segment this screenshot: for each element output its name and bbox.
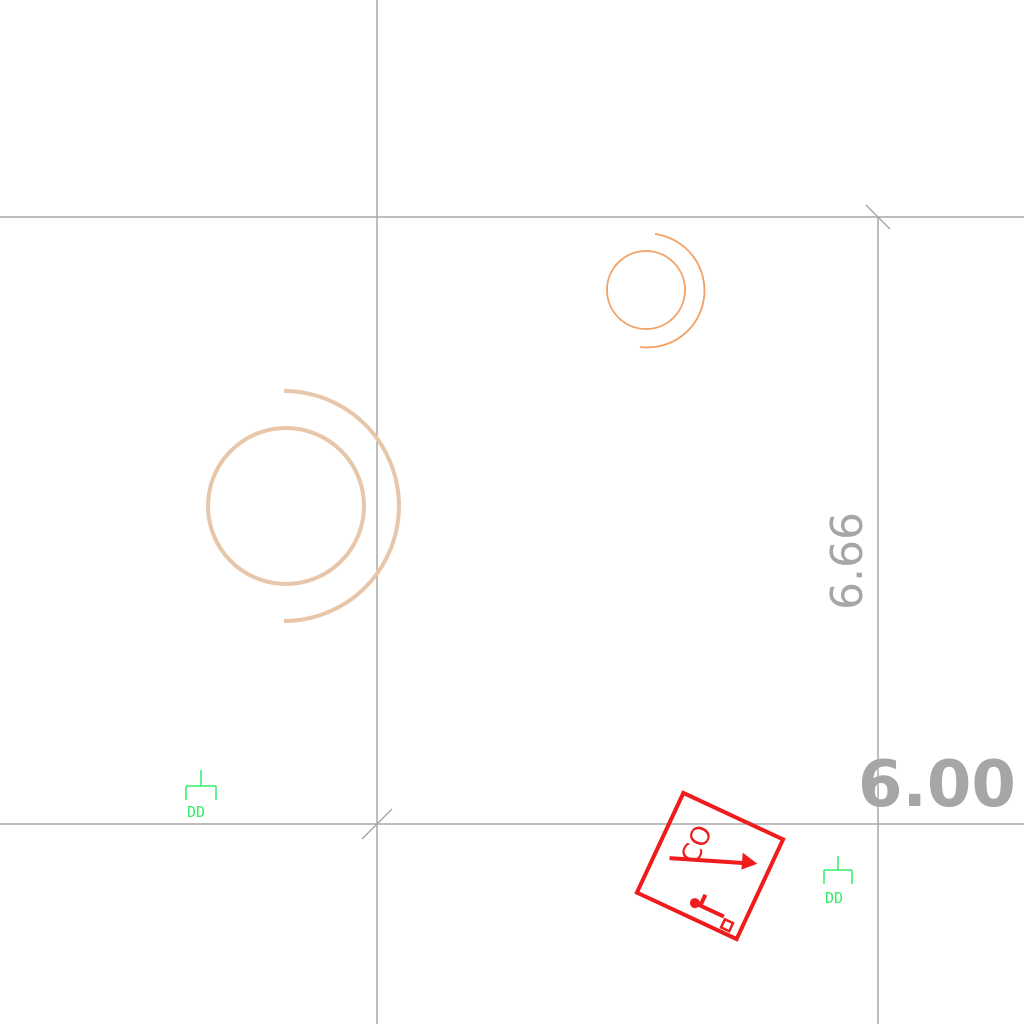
co-symbol-arrow [669, 856, 747, 866]
dimension-tick-top [865, 204, 891, 230]
fixture-small-circle [606, 250, 686, 330]
fixture-small-arc [639, 233, 706, 349]
fixture-large-arc [283, 389, 401, 623]
fixture-small [606, 233, 706, 349]
co-symbol-box [634, 790, 786, 942]
dd-tag-right [823, 856, 853, 884]
dd-tag-right-label: DD [825, 889, 843, 907]
co-symbol: CO [634, 790, 786, 942]
fixture-large-circle [206, 426, 366, 586]
co-symbol-arrowhead [741, 852, 758, 870]
dd-tag-left-label: DD [187, 803, 205, 821]
dimension-tick-bottom [361, 808, 393, 840]
dimension-label-vertical: 6.66 [822, 512, 873, 610]
dimension-label-horizontal: 6.00 [858, 748, 1016, 822]
fixture-large [206, 389, 401, 623]
dd-tag-left [185, 770, 217, 800]
